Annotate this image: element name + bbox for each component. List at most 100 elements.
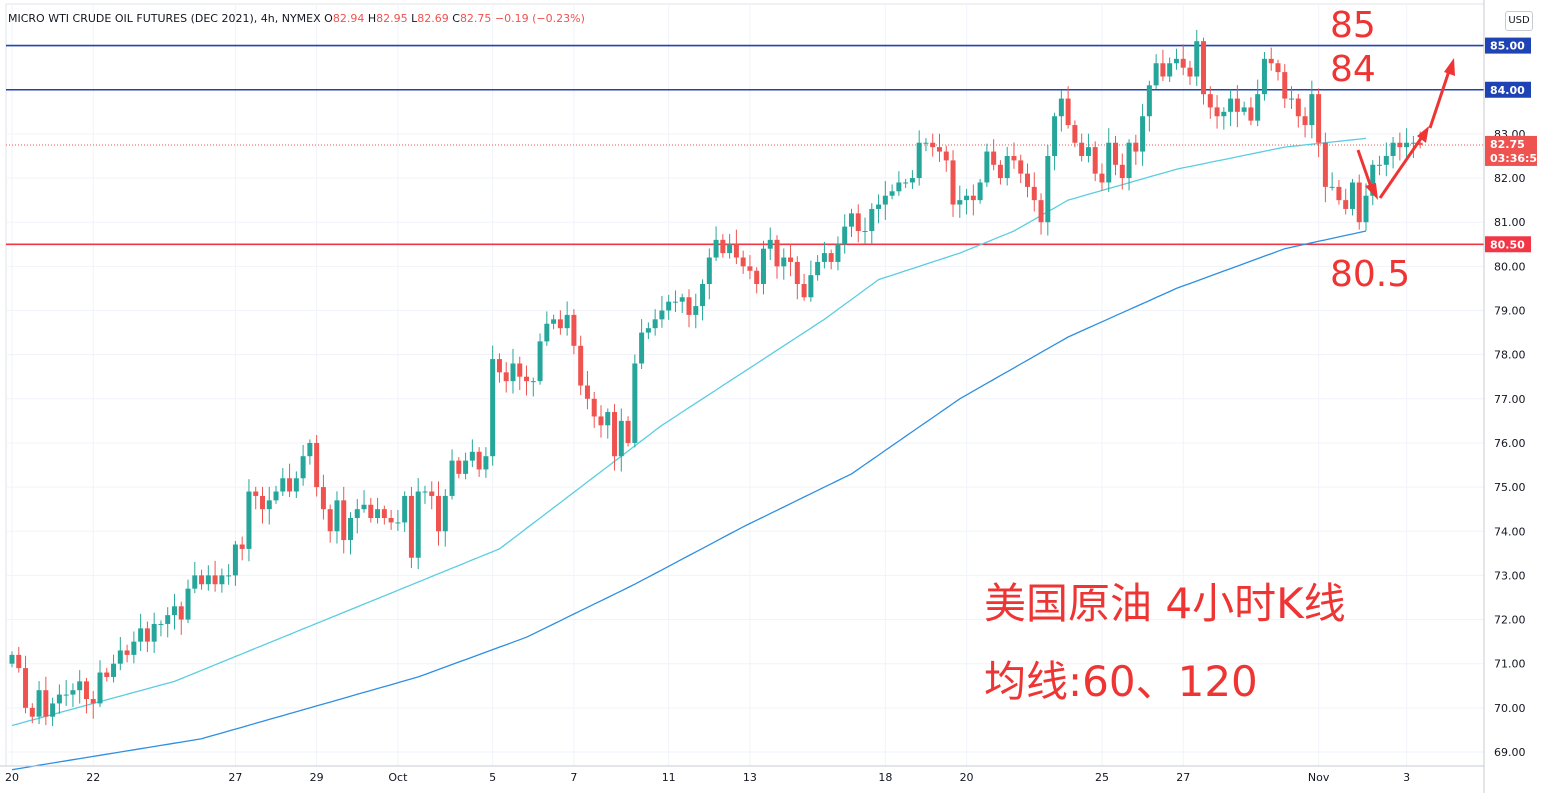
candle-down [253, 491, 259, 496]
price-axis[interactable]: 69.00 70.00 71.00 72.00 73.00 74.00 75.00 76.00… [1483, 0, 1526, 793]
candle-down [517, 363, 523, 377]
arrow-mid-head [1417, 126, 1429, 143]
legend-high-value: 82.95 [376, 12, 408, 25]
candle-up [1126, 142, 1132, 179]
y-tick-label: 74.00 [1494, 525, 1526, 538]
y-tick-label: 71.00 [1494, 658, 1526, 671]
candle-down [571, 314, 577, 346]
candle-down [178, 606, 184, 620]
candle-down [997, 164, 1003, 179]
level-tag-label: 80.50 [1490, 238, 1525, 251]
candle-up [1153, 63, 1159, 86]
candle-down [456, 460, 462, 474]
candle-down [1011, 155, 1017, 161]
candle-down [1018, 160, 1024, 174]
y-tick-label: 70.00 [1494, 702, 1526, 715]
candle-up [1289, 98, 1295, 100]
candle-up [984, 151, 990, 183]
candle-down [1201, 41, 1207, 95]
x-tick-label: 7 [570, 771, 577, 784]
time-axis[interactable]: 20 22 27 29 Oct 5 7 11 13 18 20 25 27 Nov 3 [0, 765, 1484, 784]
candle-down [747, 266, 753, 271]
candle-up [713, 239, 719, 258]
symbol-title[interactable]: MICRO WTI CRUDE OIL FUTURES (DEC 2021), … [8, 12, 321, 25]
candle-down [855, 213, 861, 232]
level-tag-label: 84.00 [1490, 84, 1525, 97]
candle-up [50, 703, 56, 717]
x-tick-label: 13 [743, 771, 757, 784]
candle-up [1404, 142, 1410, 148]
candle-up [307, 442, 313, 457]
candle-up [727, 244, 733, 254]
last-price-countdown: 03:36:59 [1490, 152, 1545, 165]
candle-down [1180, 58, 1186, 68]
candle-up [117, 650, 123, 664]
candle-down [29, 707, 35, 717]
x-tick-label: 27 [1176, 771, 1190, 784]
candle-up [1221, 111, 1227, 117]
candle-up [300, 456, 306, 479]
legend-low-label: L [411, 12, 418, 25]
candle-down [368, 504, 374, 519]
candle-down [436, 495, 442, 532]
candle-down [1275, 63, 1281, 73]
annotation-80-5: 80.5 [1330, 254, 1410, 295]
candle-up [767, 239, 773, 249]
candle-down [1079, 142, 1085, 156]
candle-up [63, 694, 69, 696]
candle-down [788, 257, 794, 262]
candle-up [415, 491, 421, 558]
candle-up [131, 641, 137, 655]
candle-up [896, 182, 902, 192]
arrow-mid-shaft [1378, 133, 1426, 199]
candle-up [1173, 58, 1179, 64]
candle-up [659, 310, 665, 320]
y-tick-label: 81.00 [1494, 216, 1526, 229]
y-tick-label: 72.00 [1494, 614, 1526, 627]
level-tag [1485, 37, 1531, 54]
candle-down [1302, 116, 1308, 126]
currency-button[interactable]: USD [1505, 11, 1533, 31]
candle-down [327, 509, 333, 532]
candle-up [469, 451, 475, 461]
candle-up [903, 182, 909, 184]
candle-up [1045, 155, 1051, 223]
candle-down [1214, 107, 1220, 117]
y-tick-label: 79.00 [1494, 305, 1526, 318]
candle-up [977, 182, 983, 201]
candle-down [90, 699, 96, 704]
x-tick-label: 11 [662, 771, 676, 784]
candle-up [882, 195, 888, 205]
candle-down [287, 478, 293, 492]
candle-down [1031, 186, 1037, 201]
candle-up [266, 500, 272, 510]
candle-down [124, 650, 130, 655]
candle-up [395, 522, 401, 524]
candle-up [605, 412, 611, 426]
candle-down [991, 151, 997, 165]
candle-down [429, 491, 435, 496]
candle-up [70, 690, 76, 695]
candle-down [740, 257, 746, 267]
arrow-up-shaft [1428, 67, 1452, 129]
candle-up [672, 301, 678, 303]
arrow-down-head [1365, 183, 1378, 200]
candle-up [1309, 94, 1315, 126]
candle-down [1282, 72, 1288, 99]
candle-up [760, 248, 766, 285]
candle-up [1140, 116, 1146, 152]
candle-up [97, 672, 103, 704]
candle-up [232, 544, 238, 576]
candle-up [56, 694, 62, 704]
candle-down [1356, 182, 1362, 223]
ma60-line [11, 137, 1367, 727]
candle-down [1316, 94, 1322, 143]
candle-down [1038, 200, 1044, 223]
level-tag [1485, 236, 1531, 253]
legend-close-label: C [452, 12, 460, 25]
y-tick-label: 80.00 [1494, 260, 1526, 273]
price-level-lines[interactable] [6, 44, 1484, 246]
candle-up [280, 478, 286, 492]
candle-up [551, 319, 557, 324]
